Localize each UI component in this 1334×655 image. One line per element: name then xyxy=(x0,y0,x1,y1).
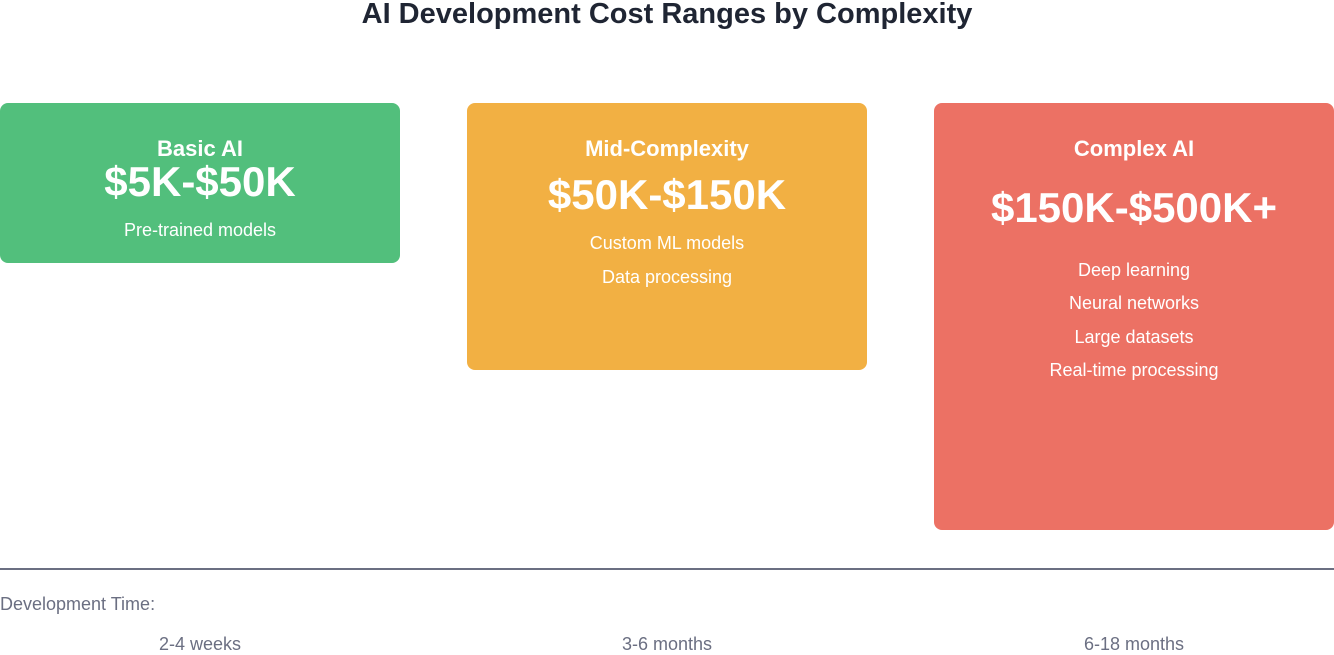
tier-feature: Pre-trained models xyxy=(123,220,277,240)
time-value-complex: 6-18 months xyxy=(1083,634,1185,654)
tier-feature: Large datasets xyxy=(1074,327,1194,347)
tier-feature: Custom ML models xyxy=(589,233,745,253)
time-value-basic: 2-4 weeks xyxy=(158,634,242,654)
tier-feature: Data processing xyxy=(601,267,733,287)
tier-feature: Deep learning xyxy=(1077,260,1191,280)
tier-price: $50K-$150K xyxy=(547,171,787,218)
tier-feature: Real-time processing xyxy=(1049,360,1219,380)
tier-title: Basic AI xyxy=(156,136,243,161)
tier-card-basic: Basic AI $5K-$50K Pre-trained models xyxy=(0,103,400,263)
tier-price: $150K-$500K+ xyxy=(990,184,1278,231)
page-title: AI Development Cost Ranges by Complexity xyxy=(361,0,973,30)
tier-price: $5K-$50K xyxy=(104,158,296,205)
tier-title: Mid-Complexity xyxy=(585,136,749,161)
tier-title: Complex AI xyxy=(1073,136,1195,161)
timeline-divider xyxy=(0,568,1334,570)
tier-card-mid: Mid-Complexity $50K-$150K Custom ML mode… xyxy=(467,103,867,370)
development-time-label: Development Time: xyxy=(0,594,156,614)
tier-feature: Neural networks xyxy=(1068,293,1200,313)
tier-card-complex: Complex AI $150K-$500K+ Deep learning Ne… xyxy=(934,103,1334,530)
time-value-mid: 3-6 months xyxy=(621,634,713,654)
